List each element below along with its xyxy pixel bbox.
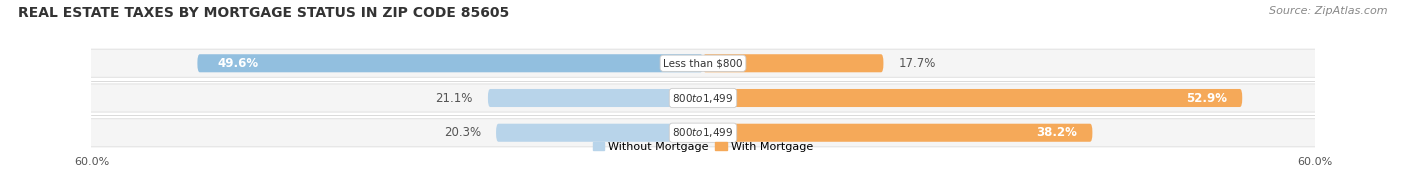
Text: 17.7%: 17.7% [898,57,936,70]
FancyBboxPatch shape [73,118,1333,147]
Text: 52.9%: 52.9% [1185,92,1227,104]
FancyBboxPatch shape [703,54,883,72]
FancyBboxPatch shape [496,124,703,142]
FancyBboxPatch shape [703,124,1092,142]
FancyBboxPatch shape [488,89,703,107]
Text: Source: ZipAtlas.com: Source: ZipAtlas.com [1270,6,1388,16]
Text: 38.2%: 38.2% [1036,126,1077,139]
FancyBboxPatch shape [703,89,1243,107]
Text: Less than $800: Less than $800 [664,58,742,68]
FancyBboxPatch shape [73,49,1333,78]
FancyBboxPatch shape [76,84,1330,112]
Text: 49.6%: 49.6% [218,57,259,70]
Text: $800 to $1,499: $800 to $1,499 [672,126,734,139]
Text: 20.3%: 20.3% [444,126,481,139]
Text: 21.1%: 21.1% [436,92,472,104]
FancyBboxPatch shape [76,50,1330,77]
Text: REAL ESTATE TAXES BY MORTGAGE STATUS IN ZIP CODE 85605: REAL ESTATE TAXES BY MORTGAGE STATUS IN … [18,6,509,20]
FancyBboxPatch shape [197,54,703,72]
FancyBboxPatch shape [73,83,1333,113]
FancyBboxPatch shape [76,119,1330,146]
Legend: Without Mortgage, With Mortgage: Without Mortgage, With Mortgage [588,137,818,156]
Text: $800 to $1,499: $800 to $1,499 [672,92,734,104]
